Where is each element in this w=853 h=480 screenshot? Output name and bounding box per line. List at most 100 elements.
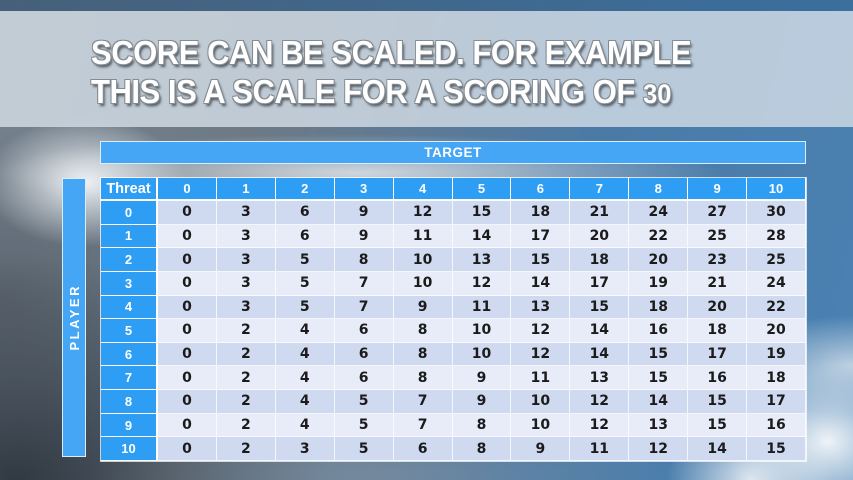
score-cell: 17 (688, 342, 748, 367)
score-cell: 15 (688, 390, 748, 414)
score-cell: 8 (452, 437, 512, 461)
score-cell: 18 (570, 248, 630, 272)
score-cell: 10 (511, 413, 571, 438)
score-cell: 15 (511, 248, 571, 272)
score-table: Threat 0 1 2 3 4 5 6 7 8 9 10 0 0 3 6 9 12 15 18 21 24 27 30 1 0 3… (100, 177, 807, 462)
score-cell: 16 (688, 366, 748, 391)
score-cell: 6 (275, 201, 335, 225)
score-cell: 6 (334, 366, 394, 391)
score-cell: 4 (275, 342, 335, 367)
score-cell: 18 (688, 319, 748, 343)
score-cell: 11 (393, 224, 453, 249)
score-cell: 14 (452, 224, 512, 249)
row-header-8: 8 (101, 390, 158, 414)
slide-title-line1: SCORE CAN BE SCALED. FOR EXAMPLE (91, 34, 692, 71)
score-cell: 4 (275, 390, 335, 414)
score-cell: 3 (216, 248, 276, 272)
score-cell: 10 (393, 271, 453, 296)
column-header-6: 6 (511, 178, 571, 201)
score-cell: 19 (629, 271, 689, 296)
score-cell: 21 (570, 201, 630, 225)
score-cell: 12 (570, 413, 630, 438)
score-cell: 12 (511, 319, 571, 343)
score-cell: 0 (158, 271, 217, 296)
score-cell: 9 (511, 437, 571, 461)
score-cell: 17 (747, 390, 806, 414)
score-cell: 0 (158, 248, 217, 272)
score-cell: 14 (688, 437, 748, 461)
score-cell: 16 (747, 413, 806, 438)
score-cell: 8 (452, 413, 512, 438)
score-cell: 3 (216, 271, 276, 296)
score-cell: 0 (158, 224, 217, 249)
title-backdrop-band (0, 11, 853, 127)
score-cell: 2 (216, 437, 276, 461)
score-cell: 14 (570, 319, 630, 343)
score-cell: 15 (570, 295, 630, 320)
row-header-7: 7 (101, 366, 158, 391)
score-cell: 22 (747, 295, 806, 320)
score-cell: 7 (334, 295, 394, 320)
score-cell: 4 (275, 319, 335, 343)
score-cell: 23 (688, 248, 748, 272)
score-cell: 15 (629, 366, 689, 391)
score-cell: 6 (334, 342, 394, 367)
score-cell: 0 (158, 437, 217, 461)
row-header-3: 3 (101, 271, 158, 296)
score-cell: 7 (393, 413, 453, 438)
row-header-2: 2 (101, 248, 158, 272)
score-cell: 14 (629, 390, 689, 414)
target-header-label: TARGET (424, 145, 482, 160)
column-header-4: 4 (393, 178, 453, 201)
score-cell: 3 (275, 437, 335, 461)
column-header-5: 5 (452, 178, 512, 201)
score-cell: 10 (452, 319, 512, 343)
score-cell: 24 (629, 201, 689, 225)
score-cell: 0 (158, 201, 217, 225)
sky-top-strip (0, 0, 853, 11)
score-cell: 9 (334, 201, 394, 225)
score-cell: 15 (747, 437, 806, 461)
score-cell: 17 (511, 224, 571, 249)
score-cell: 6 (334, 319, 394, 343)
score-cell: 13 (452, 248, 512, 272)
score-cell: 30 (747, 201, 806, 225)
row-header-4: 4 (101, 295, 158, 320)
slide-title: SCORE CAN BE SCALED. FOR EXAMPLE THIS IS … (91, 33, 692, 114)
column-header-10: 10 (747, 178, 806, 201)
score-cell: 10 (393, 248, 453, 272)
score-cell: 11 (511, 366, 571, 391)
score-cell: 19 (747, 342, 806, 367)
corner-threat-label: Threat (101, 178, 158, 201)
score-cell: 20 (570, 224, 630, 249)
score-cell: 15 (688, 413, 748, 438)
score-cell: 11 (452, 295, 512, 320)
score-cell: 2 (216, 366, 276, 391)
column-header-8: 8 (629, 178, 689, 201)
score-cell: 13 (570, 366, 630, 391)
score-cell: 0 (158, 342, 217, 367)
score-cell: 20 (688, 295, 748, 320)
score-cell: 3 (216, 224, 276, 249)
score-cell: 0 (158, 295, 217, 320)
score-cell: 24 (747, 271, 806, 296)
score-cell: 2 (216, 390, 276, 414)
player-header-bar: PLAYER (62, 178, 86, 457)
score-cell: 12 (393, 201, 453, 225)
score-cell: 27 (688, 201, 748, 225)
score-cell: 0 (158, 390, 217, 414)
column-header-0: 0 (158, 178, 217, 201)
score-cell: 9 (334, 224, 394, 249)
score-cell: 12 (570, 390, 630, 414)
score-cell: 28 (747, 224, 806, 249)
score-cell: 0 (158, 319, 217, 343)
score-cell: 5 (275, 248, 335, 272)
score-cell: 22 (629, 224, 689, 249)
score-cell: 14 (511, 271, 571, 296)
column-header-3: 3 (334, 178, 394, 201)
score-cell: 20 (629, 248, 689, 272)
score-cell: 6 (275, 224, 335, 249)
column-header-7: 7 (570, 178, 630, 201)
score-cell: 21 (688, 271, 748, 296)
